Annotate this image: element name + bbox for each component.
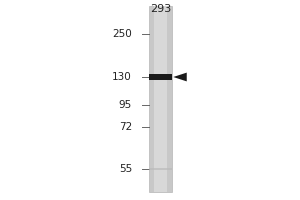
Text: 130: 130 — [112, 72, 132, 82]
Bar — [149, 74, 172, 80]
Text: 72: 72 — [119, 122, 132, 132]
Text: 293: 293 — [150, 4, 171, 14]
Text: 95: 95 — [119, 100, 132, 110]
Text: 250: 250 — [112, 29, 132, 39]
Bar — [149, 6, 172, 192]
Bar — [149, 168, 172, 170]
Polygon shape — [173, 73, 187, 81]
Text: 55: 55 — [119, 164, 132, 174]
Bar — [154, 6, 167, 192]
